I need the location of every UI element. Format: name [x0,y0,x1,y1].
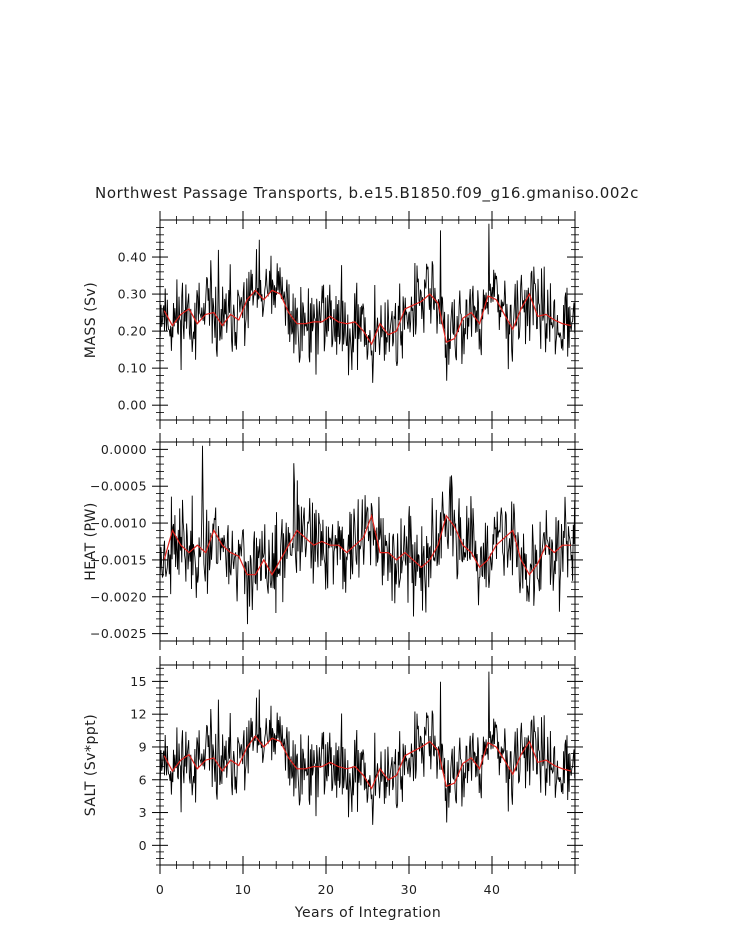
x-tick-label: 30 [401,882,418,897]
panel-frame [159,664,576,866]
panels-container: 0.00 0.10 0.20 0.30 0.40 MASS (Sv) 0.0000 −0.00… [83,211,583,897]
monthly-series-line [160,445,575,625]
annual-mean-line [163,289,572,346]
y-tick-label: 0.10 [118,361,147,376]
y-tick-label: 0.40 [118,250,147,265]
y-tick-label: 0.30 [118,287,147,302]
x-tick-label: 40 [484,882,501,897]
y-tick-label: 9 [139,739,147,754]
y-tick-label: 6 [139,772,147,787]
annual-mean-line [163,513,571,576]
y-tick-label: 0.00 [118,398,147,413]
panel-1: 0.00 0.10 0.20 0.30 0.40 MASS (Sv) [83,211,583,429]
y-tick-label: 15 [130,674,147,689]
y-tick-label: 0.20 [118,324,147,339]
panel-frame [159,219,576,421]
x-tick-label: 20 [318,882,335,897]
panel-3: 0 3 6 9 12 15 SALT (Sv*ppt) [83,656,583,874]
y-tick-label: −0.0010 [90,516,147,531]
y-tick-label: −0.0005 [90,479,147,494]
monthly-series-line [160,671,575,825]
y-axis-label: SALT (Sv*ppt) [83,714,99,816]
y-tick-label: 12 [130,707,147,722]
y-tick-label: −0.0020 [90,589,147,604]
monthly-series-line [160,223,575,383]
x-tick-label: 10 [235,882,252,897]
y-axis-label: MASS (Sv) [83,282,99,358]
y-axis-label: HEAT (PW) [83,502,99,581]
y-tick-label: 0.0000 [101,442,147,457]
y-tick-label: −0.0025 [90,626,147,641]
x-axis-label: Years of Integration [294,905,441,921]
y-tick-label: −0.0015 [90,552,147,567]
chart-title: Northwest Passage Transports, b.e15.B185… [95,184,639,203]
y-tick-label: 0 [139,838,147,853]
annual-mean-line [163,735,572,790]
panel-2: 0.0000 −0.0005 −0.0010 −0.0015 −0.0020 −0.002… [83,433,583,650]
x-tick-label: 0 [156,882,164,897]
y-tick-label: 3 [139,805,147,820]
panel-frame [159,441,576,642]
